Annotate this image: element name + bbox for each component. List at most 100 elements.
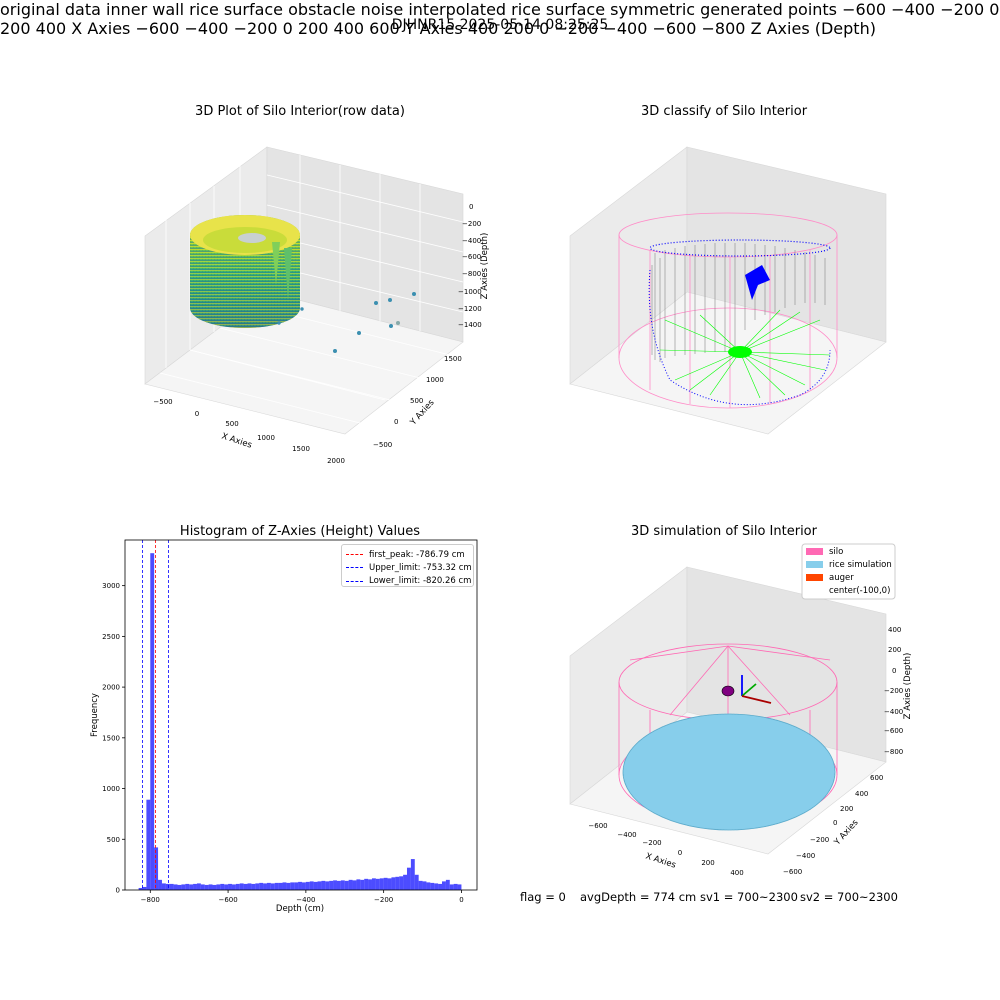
legend-swatch-original: original data inner wall rice surface ob… <box>0 0 842 19</box>
histogram-bar-8 <box>169 883 174 890</box>
status-sv2: sv2 = 700~2300 <box>800 890 898 904</box>
simulation-ytick-1: −400 <box>796 852 815 860</box>
histogram-bar-5 <box>158 879 162 890</box>
simulation-ztick-1: 200 <box>888 646 901 654</box>
simulation-ytick-0: −600 <box>783 868 802 876</box>
inner-wall-points <box>651 243 826 362</box>
legend-label-symmetric: symmetric generated points <box>610 0 838 19</box>
histogram-bar-81 <box>453 883 458 890</box>
simulation-ztick-5: −600 <box>884 727 903 735</box>
status-avg-depth: avgDepth = 774 cm <box>580 890 697 904</box>
legend-label-inner-wall: inner wall <box>106 0 185 19</box>
classify-x-ticks: −600 −400 −200 0 200 400 <box>0 0 999 38</box>
histogram-bar-15 <box>196 883 201 890</box>
histogram-bar-44 <box>309 881 314 890</box>
histogram-bar-52 <box>340 880 345 890</box>
histogram-bar-32 <box>263 883 267 890</box>
histogram-bar-49 <box>329 880 334 890</box>
histogram-bar-45 <box>313 881 318 890</box>
simulation-x-ticks: −600 −400 −200 0 200 400 <box>588 822 743 877</box>
legend-label-original: original data <box>0 0 101 19</box>
classify-ytick-1: −400 <box>184 19 229 38</box>
histogram-ytick-label-5: 2500 <box>102 633 120 641</box>
legend-label-rice-simulation: rice simulation <box>829 560 892 570</box>
histogram-bar-70 <box>410 859 415 890</box>
center-axes-icon <box>741 675 772 704</box>
histogram-y-ticks: 0 500 1000 1500 2000 2500 3000 <box>102 582 125 895</box>
legend-swatch-inner-wall: inner wall rice surface obstacle noise i… <box>106 0 842 19</box>
classify-ytick-3: 0 <box>282 19 293 38</box>
histogram-bar-55 <box>352 880 357 890</box>
histogram-bar-37 <box>282 882 287 890</box>
raw-ytick-3: 1000 <box>426 376 444 384</box>
histogram-bar-38 <box>286 882 291 890</box>
simulation-3d-plot: silo rice simulation auger center(-100,0… <box>569 543 913 877</box>
classify-x-label: X Axies <box>71 19 131 38</box>
histogram-bar-7 <box>165 883 170 890</box>
histogram-bar-19 <box>212 884 217 890</box>
histogram-bar-16 <box>200 884 205 890</box>
simulation-plot-title: 3D simulation of Silo Interior <box>631 524 817 539</box>
histogram-bar-51 <box>336 880 341 890</box>
raw-z-ticks: 0 −200 −400 −600 −800 −1000 −1200 −1400 <box>458 203 482 329</box>
histogram-xtick-label-0: −800 <box>141 896 160 904</box>
classify-ztick-1: 200 <box>503 19 534 38</box>
simulation-legend: silo rice simulation auger center(-100,0… <box>806 547 892 596</box>
simulation-xtick-5: 400 <box>730 869 743 877</box>
histogram-bar-43 <box>305 881 310 890</box>
histogram-bar-54 <box>348 879 353 890</box>
classify-xtick-3: 0 <box>989 0 1000 19</box>
histogram-bar-17 <box>204 884 209 890</box>
legend-line-upper-limit <box>346 567 363 569</box>
simulation-xtick-4: 200 <box>701 859 714 867</box>
histogram-bar-34 <box>270 883 275 890</box>
legend-swatch-auger <box>806 574 823 581</box>
histogram-bar-2 <box>146 799 151 890</box>
histogram-bar-26 <box>239 883 244 890</box>
legend-swatch-rice-simulation <box>806 561 823 568</box>
histogram-bar-30 <box>255 883 260 890</box>
classify-ytick-6: 600 <box>369 19 400 38</box>
raw-xtick-4: 1500 <box>292 445 310 453</box>
histogram-bar-9 <box>173 884 178 890</box>
histogram-bar-6 <box>161 883 166 890</box>
raw-ztick-5: −1000 <box>458 288 482 296</box>
legend-label-interpolated: interpolated rice surface <box>408 0 606 19</box>
classify-legend: original data inner wall rice surface ob… <box>0 0 842 19</box>
classify-3d-plot <box>569 146 887 435</box>
raw-ztick-3: −600 <box>462 253 481 261</box>
classify-ytick-4: 200 <box>297 19 329 38</box>
histogram-xtick-label-1: −600 <box>218 896 237 904</box>
simulation-ztick-4: −400 <box>884 708 903 716</box>
classify-plot-title: 3D classify of Silo Interior <box>640 104 808 119</box>
raw-ztick-4: −800 <box>462 270 481 278</box>
raw-ztick-1: −200 <box>462 220 481 228</box>
histogram-title: Histogram of Z-Axies (Height) Values <box>179 524 421 539</box>
classify-y-label: Y Axies <box>404 19 463 38</box>
histogram-bar-67 <box>399 876 404 890</box>
classify-xtick-1: −400 <box>891 0 936 19</box>
classify-z-label: Z Axies (Depth) <box>750 19 876 38</box>
histogram-bar-47 <box>321 880 326 890</box>
legend-label-silo: silo <box>829 547 843 557</box>
raw-ztick-7: −1400 <box>458 321 482 329</box>
legend-line-first-peak <box>346 554 363 556</box>
histogram-bar-61 <box>375 878 380 890</box>
simulation-ytick-4: 200 <box>840 805 853 813</box>
simulation-x-label: X Axies <box>644 851 677 870</box>
histogram-ytick-label-1: 500 <box>107 836 120 844</box>
classify-ztick-6: −800 <box>701 19 746 38</box>
simulation-z-ticks: 400 200 0 −200 −400 −600 −800 <box>884 626 903 756</box>
raw-ytick-1: 0 <box>394 418 398 426</box>
simulation-xtick-1: −400 <box>617 831 636 839</box>
simulation-ytick-5: 400 <box>855 790 868 798</box>
legend-label-lower-limit: Lower_limit: -820.26 cm <box>369 576 472 587</box>
raw-x-ticks: −500 0 500 1000 1500 2000 <box>153 398 345 465</box>
classify-3d-panes <box>569 146 887 435</box>
simulation-ztick-0: 400 <box>888 626 901 634</box>
histogram-bar-29 <box>251 883 256 890</box>
histogram-bar-14 <box>193 883 197 890</box>
histogram-bar-79 <box>445 879 450 890</box>
legend-swatch-symmetric: symmetric generated points <box>610 0 842 19</box>
simulation-ytick-6: 600 <box>870 774 883 782</box>
